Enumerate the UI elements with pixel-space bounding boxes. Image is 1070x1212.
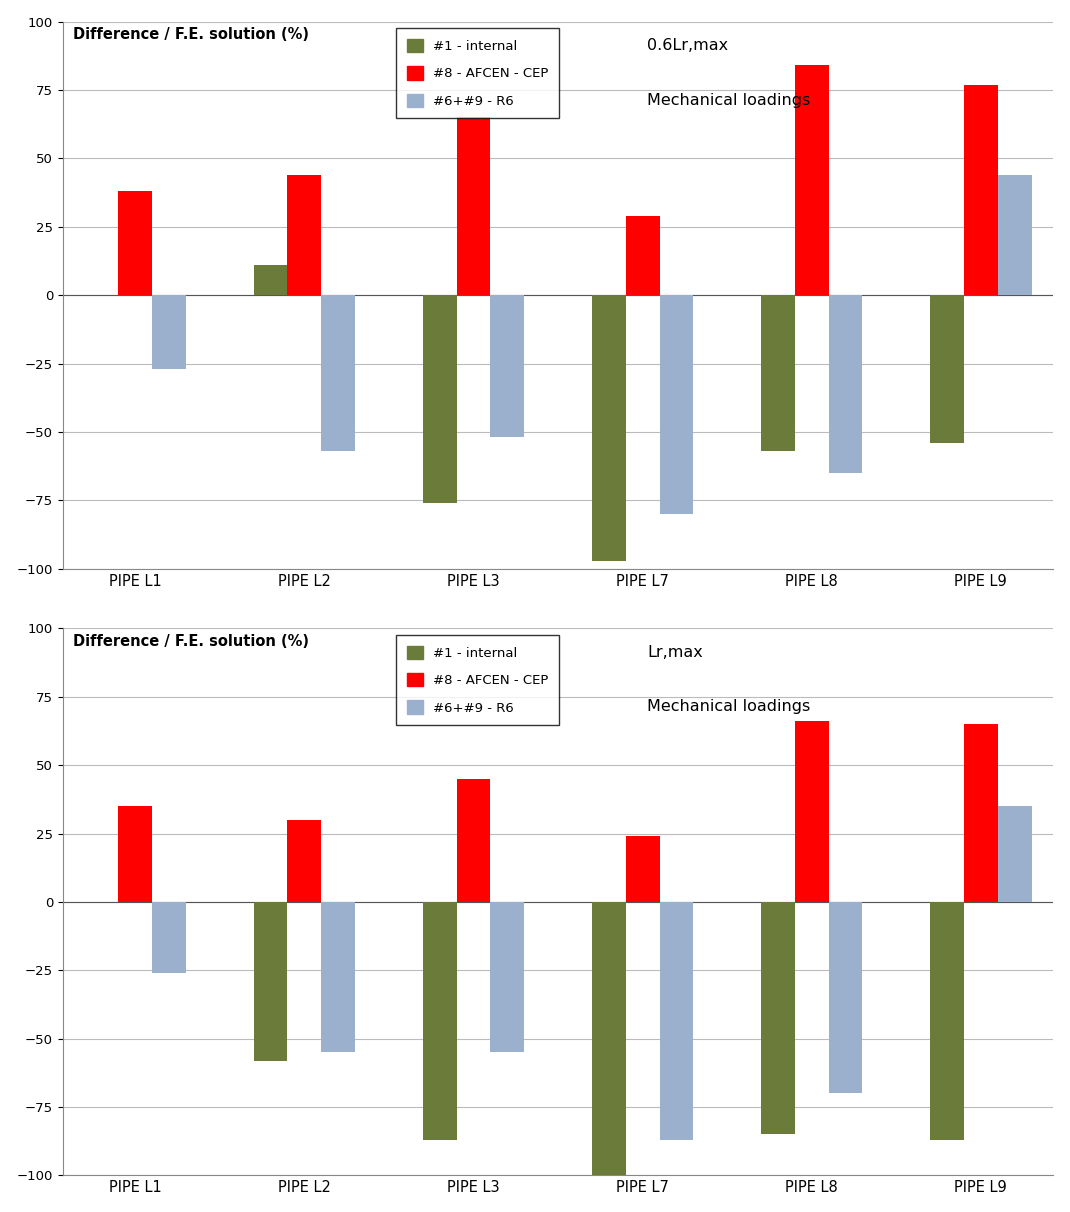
Bar [626,216,659,296]
Legend: #1 - internal, #8 - AFCEN - CEP, #6+#9 - R6: #1 - internal, #8 - AFCEN - CEP, #6+#9 -… [396,635,560,725]
Text: Difference / F.E. solution (%): Difference / F.E. solution (%) [73,634,308,648]
Bar [828,902,862,1093]
Bar [254,902,288,1060]
Bar [288,819,321,902]
Bar [152,296,186,370]
Bar [119,806,152,902]
Text: Mechanical loadings: Mechanical loadings [647,93,810,108]
Bar [964,85,997,296]
Bar [930,296,964,442]
Bar [659,296,693,514]
Bar [288,175,321,296]
Bar [626,836,659,902]
Bar [828,296,862,473]
Bar [761,296,795,451]
Bar [490,902,524,1052]
Bar [254,265,288,296]
Text: Mechanical loadings: Mechanical loadings [647,699,810,715]
Bar [592,296,626,561]
Bar [795,721,828,902]
Bar [997,806,1031,902]
Bar [795,65,828,296]
Bar [423,902,457,1140]
Bar [457,779,490,902]
Bar [119,191,152,296]
Bar [997,175,1031,296]
Bar [761,902,795,1134]
Bar [152,902,186,973]
Text: Lr,max: Lr,max [647,645,703,659]
Text: Difference / F.E. solution (%): Difference / F.E. solution (%) [73,27,308,42]
Text: 0.6Lr,max: 0.6Lr,max [647,38,729,53]
Bar [423,296,457,503]
Bar [321,902,355,1052]
Bar [964,724,997,902]
Bar [930,902,964,1140]
Bar [659,902,693,1140]
Bar [490,296,524,438]
Bar [457,118,490,296]
Bar [321,296,355,451]
Legend: #1 - internal, #8 - AFCEN - CEP, #6+#9 - R6: #1 - internal, #8 - AFCEN - CEP, #6+#9 -… [396,28,560,119]
Bar [592,902,626,1176]
